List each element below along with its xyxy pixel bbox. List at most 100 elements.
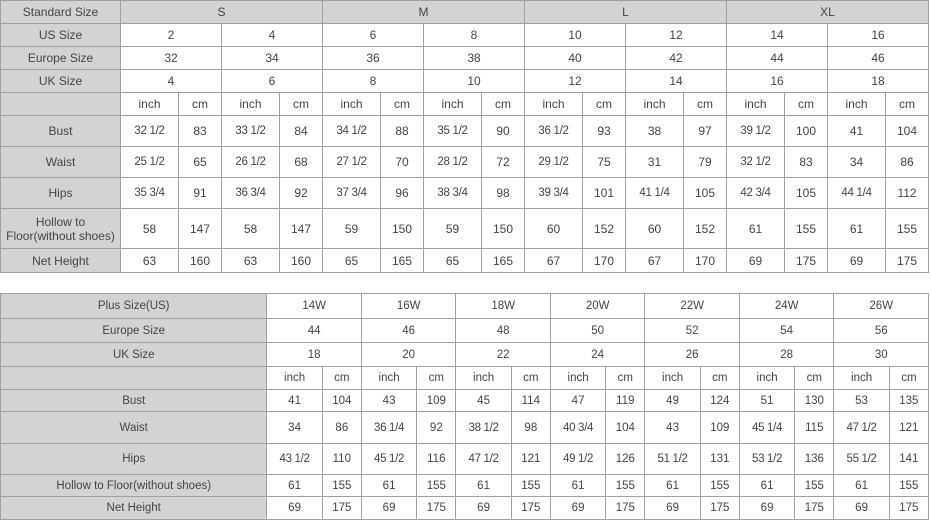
value-cm: 70 xyxy=(380,146,425,178)
unit-cm: cm xyxy=(683,92,728,116)
table-row: Net Height 63 160 63 160 65 165 65 165 67 170 67 170… xyxy=(0,248,930,273)
unit-inch: inch xyxy=(360,366,418,390)
value-cm: 150 xyxy=(481,208,526,249)
value-cm: 97 xyxy=(683,115,728,147)
size-value: 20 xyxy=(360,342,457,367)
size-value: 44 xyxy=(726,46,829,70)
unit-inch: inch xyxy=(221,92,280,116)
size-value: 10 xyxy=(524,23,627,47)
size-value: 8 xyxy=(322,69,425,93)
value-inch: 31 xyxy=(625,146,685,178)
size-value: 22W xyxy=(644,293,740,319)
size-value: 28 xyxy=(738,342,835,367)
value-cm: 88 xyxy=(380,115,425,147)
value-inch: 63 xyxy=(221,248,280,273)
value-cm: 98 xyxy=(481,177,526,209)
table-row: Europe Size 44 46 48 50 52 54 56 xyxy=(0,318,929,343)
size-value: 14W xyxy=(266,293,362,319)
value-cm: 115 xyxy=(794,411,835,444)
value-inch: 32 1/2 xyxy=(726,146,786,178)
value-inch: 69 xyxy=(549,496,607,520)
measurement-label: Net Height xyxy=(0,496,268,520)
value-inch: 60 xyxy=(625,208,685,249)
value-cm: 79 xyxy=(683,146,728,178)
row-label: UK Size xyxy=(0,342,268,367)
unit-cm: cm xyxy=(794,366,835,390)
value-inch: 69 xyxy=(726,248,786,273)
value-inch: 61 xyxy=(455,474,512,497)
value-cm: 155 xyxy=(794,474,835,497)
value-inch: 61 xyxy=(738,474,796,497)
value-cm: 83 xyxy=(784,146,829,178)
value-cm: 175 xyxy=(784,248,829,273)
standard-size-table: Standard Size S M L XL US Size 2 4 6 8 10 12 14 16 Eur… xyxy=(0,0,930,273)
value-cm: 175 xyxy=(416,496,457,520)
value-inch: 63 xyxy=(120,248,179,273)
value-cm: 155 xyxy=(321,474,362,497)
size-group-l: L xyxy=(524,0,728,24)
value-inch: 34 xyxy=(827,146,887,178)
value-cm: 93 xyxy=(582,115,627,147)
value-inch: 51 1/2 xyxy=(644,443,701,475)
value-inch: 36 3/4 xyxy=(221,177,280,209)
row-label: Europe Size xyxy=(0,46,121,70)
value-inch: 61 xyxy=(644,474,701,497)
unit-cm: cm xyxy=(605,366,646,390)
value-inch: 35 3/4 xyxy=(120,177,179,209)
size-value: 24W xyxy=(738,293,835,319)
value-cm: 86 xyxy=(321,411,362,444)
value-inch: 61 xyxy=(833,474,890,497)
value-inch: 42 3/4 xyxy=(726,177,786,209)
value-cm: 152 xyxy=(582,208,627,249)
unit-cm: cm xyxy=(888,366,930,390)
size-value: 40 xyxy=(524,46,627,70)
unit-cm: cm xyxy=(321,366,362,390)
measurement-label: Bust xyxy=(0,115,121,147)
size-value: 36 xyxy=(322,46,425,70)
value-cm: 152 xyxy=(683,208,728,249)
size-value: 52 xyxy=(644,318,740,343)
row-label: Plus Size(US) xyxy=(0,293,268,319)
value-cm: 91 xyxy=(178,177,222,209)
size-value: 18W xyxy=(455,293,551,319)
value-inch: 59 xyxy=(423,208,483,249)
unit-cm: cm xyxy=(178,92,222,116)
unit-cm: cm xyxy=(481,92,526,116)
value-cm: 72 xyxy=(481,146,526,178)
value-inch: 53 xyxy=(833,389,890,412)
size-value: 10 xyxy=(423,69,526,93)
table-row: Hollow to Floor(without shoes) 58 147 58 147… xyxy=(0,208,930,249)
size-value: 26W xyxy=(833,293,929,319)
value-cm: 104 xyxy=(321,389,362,412)
value-cm: 84 xyxy=(278,115,324,147)
unit-inch: inch xyxy=(833,366,890,390)
size-value: 46 xyxy=(827,46,930,70)
value-cm: 65 xyxy=(178,146,222,178)
table-row: Europe Size 32 34 36 38 40 42 44 46 xyxy=(0,46,930,70)
value-cm: 119 xyxy=(605,389,646,412)
size-value: 2 xyxy=(120,23,222,47)
value-cm: 116 xyxy=(416,443,457,475)
value-inch: 45 1/2 xyxy=(360,443,418,475)
value-cm: 175 xyxy=(888,496,930,520)
table-row: Standard Size S M L XL xyxy=(0,0,930,24)
size-value: 48 xyxy=(455,318,551,343)
size-value: 30 xyxy=(833,342,929,367)
value-inch: 38 3/4 xyxy=(423,177,483,209)
value-cm: 150 xyxy=(380,208,425,249)
value-cm: 175 xyxy=(510,496,551,520)
unit-inch: inch xyxy=(549,366,607,390)
value-cm: 147 xyxy=(278,208,324,249)
value-inch: 26 1/2 xyxy=(221,146,280,178)
unit-inch: inch xyxy=(827,92,887,116)
value-inch: 32 1/2 xyxy=(120,115,179,147)
value-cm: 160 xyxy=(278,248,324,273)
value-inch: 41 xyxy=(827,115,887,147)
row-label: UK Size xyxy=(0,69,121,93)
unit-inch: inch xyxy=(738,366,796,390)
value-inch: 43 xyxy=(644,411,701,444)
size-value: 18 xyxy=(827,69,930,93)
value-cm: 110 xyxy=(321,443,362,475)
unit-inch: inch xyxy=(524,92,584,116)
value-cm: 147 xyxy=(178,208,222,249)
